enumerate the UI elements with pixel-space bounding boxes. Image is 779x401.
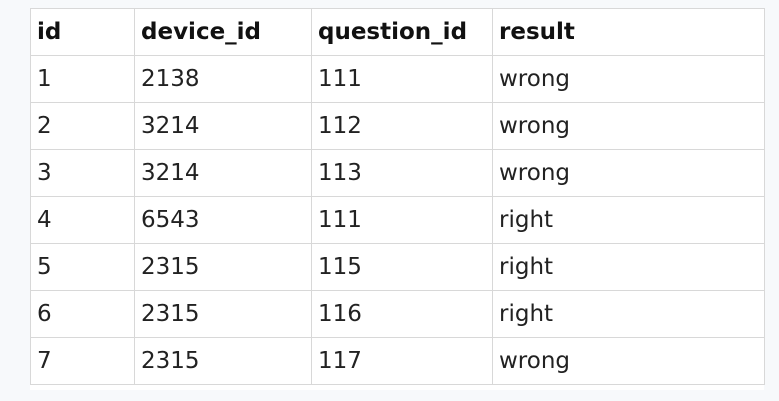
header-question-id: question_id <box>311 8 493 56</box>
cell-id: 1 <box>30 55 135 103</box>
cell-id: 2 <box>30 102 135 150</box>
cell-device-id: 2315 <box>134 290 312 338</box>
cell-device-id: 2138 <box>134 55 312 103</box>
data-table: id device_id question_id result 1 2138 1… <box>30 8 765 385</box>
table-row: 1 2138 111 wrong <box>30 55 765 103</box>
table-row: 7 2315 117 wrong <box>30 337 765 385</box>
cell-question-id: 117 <box>311 337 493 385</box>
bottom-margin <box>0 390 779 401</box>
header-result: result <box>492 8 765 56</box>
table-container: id device_id question_id result 1 2138 1… <box>30 8 765 390</box>
cell-question-id: 111 <box>311 196 493 244</box>
cell-result: right <box>492 243 765 291</box>
table-row: 3 3214 113 wrong <box>30 149 765 197</box>
table-header-row: id device_id question_id result <box>30 8 765 56</box>
cell-result: right <box>492 290 765 338</box>
cell-question-id: 113 <box>311 149 493 197</box>
cell-question-id: 116 <box>311 290 493 338</box>
table-row: 4 6543 111 right <box>30 196 765 244</box>
table-row: 5 2315 115 right <box>30 243 765 291</box>
header-id: id <box>30 8 135 56</box>
cell-id: 5 <box>30 243 135 291</box>
cell-id: 4 <box>30 196 135 244</box>
cell-question-id: 111 <box>311 55 493 103</box>
cell-device-id: 3214 <box>134 149 312 197</box>
cell-result: wrong <box>492 149 765 197</box>
table-row: 6 2315 116 right <box>30 290 765 338</box>
cell-result: wrong <box>492 337 765 385</box>
cell-result: wrong <box>492 102 765 150</box>
cell-device-id: 3214 <box>134 102 312 150</box>
cell-device-id: 2315 <box>134 243 312 291</box>
header-device-id: device_id <box>134 8 312 56</box>
cell-result: wrong <box>492 55 765 103</box>
cell-question-id: 112 <box>311 102 493 150</box>
table-row: 2 3214 112 wrong <box>30 102 765 150</box>
cell-id: 7 <box>30 337 135 385</box>
cell-question-id: 115 <box>311 243 493 291</box>
cell-id: 6 <box>30 290 135 338</box>
left-margin <box>0 0 30 401</box>
cell-id: 3 <box>30 149 135 197</box>
cell-device-id: 2315 <box>134 337 312 385</box>
cell-result: right <box>492 196 765 244</box>
cell-device-id: 6543 <box>134 196 312 244</box>
